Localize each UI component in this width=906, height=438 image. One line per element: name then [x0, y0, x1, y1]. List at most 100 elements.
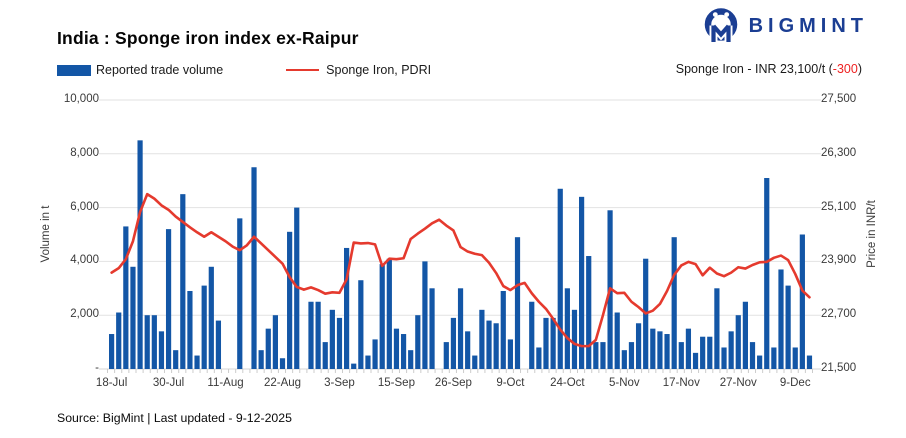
volume-bar [486, 320, 492, 369]
volume-bar [287, 231, 293, 369]
volume-bar [543, 317, 549, 369]
price-callout: Sponge Iron - INR 23,100/t (-300) [676, 62, 862, 76]
volume-bar [806, 355, 813, 369]
volume-bar [571, 309, 578, 369]
legend-bar-label: Reported trade volume [96, 63, 224, 77]
volume-bar [329, 309, 335, 369]
volume-bar [564, 288, 570, 369]
volume-bar [258, 350, 264, 369]
price-callout-text: Sponge Iron - INR 23,100/t ( [675, 62, 833, 76]
volume-bar [208, 266, 214, 369]
volume-bar [457, 288, 464, 369]
y-right-tick-label: 25,100 [821, 200, 857, 213]
volume-bar [593, 342, 599, 369]
volume-bar [785, 285, 791, 369]
volume-bar [742, 301, 748, 369]
volume-bar [728, 331, 734, 369]
price-callout-close: ) [857, 62, 862, 76]
volume-bar [536, 347, 542, 369]
y-left-tick-label: 2,000 [70, 308, 99, 321]
x-tick-label: 9-Oct [496, 377, 525, 389]
volume-bar [422, 261, 428, 369]
legend: Reported trade volume Sponge Iron, PDRI [57, 63, 431, 77]
volume-bar [308, 301, 314, 369]
volume-bar [408, 350, 414, 369]
volume-bar [279, 358, 286, 369]
volume-bar [472, 355, 478, 369]
volume-bar [344, 247, 350, 369]
volume-bar [123, 226, 129, 369]
x-tick-label: 18-Jul [95, 377, 128, 389]
volume-bar [692, 352, 699, 369]
volume-bar [201, 285, 207, 369]
volume-bar [158, 331, 165, 369]
y-left-tick-label: 4,000 [70, 254, 99, 267]
source-note: Source: BigMint | Last updated - 9-12-20… [57, 411, 292, 425]
price-change-value: -300 [832, 62, 858, 76]
volume-bar [586, 256, 592, 369]
y-left-tick-label: 10,000 [63, 93, 99, 105]
volume-bar [678, 342, 684, 369]
volume-bar [493, 323, 499, 369]
volume-bar [507, 339, 513, 369]
volume-bar [778, 269, 784, 369]
volume-bar [151, 315, 157, 369]
volume-bar [550, 317, 556, 369]
volume-bar [386, 258, 392, 369]
volume-bar [707, 336, 713, 369]
x-tick-label: 3-Sep [324, 377, 355, 389]
volume-bar [600, 342, 606, 369]
volume-bar [465, 331, 471, 369]
volume-bar [621, 350, 627, 369]
volume-bar [165, 229, 172, 369]
volume-bar [372, 339, 378, 369]
volume-bar [251, 167, 257, 369]
volume-bar [351, 363, 357, 369]
volume-bar [500, 290, 506, 369]
volume-bar [479, 309, 485, 369]
volume-bar [336, 317, 343, 369]
volume-bar [173, 350, 179, 369]
volume-bar [365, 355, 371, 369]
volume-bar [443, 342, 449, 369]
x-tick-label: 26-Sep [434, 377, 472, 389]
volume-bar [265, 328, 271, 369]
chart-plot [99, 99, 821, 373]
volume-bar [714, 288, 720, 369]
y-right-tick-label: 27,500 [821, 93, 857, 105]
volume-bar [400, 334, 407, 369]
volume-bar [700, 336, 706, 369]
volume-bar [757, 355, 763, 369]
brand-wordmark: BIGMINT [748, 15, 868, 37]
brand-logo: BIGMINT [701, 8, 868, 45]
y-right-tick-label: 26,300 [821, 146, 857, 159]
volume-bar [237, 218, 243, 369]
volume-bar [272, 315, 278, 369]
volume-bar [194, 355, 200, 369]
x-tick-label: 27-Nov [719, 377, 757, 389]
volume-bar [657, 331, 663, 369]
volume-bar [109, 334, 115, 369]
legend-line-label: Sponge Iron, PDRI [326, 63, 432, 77]
price-line [110, 192, 811, 348]
volume-bar [685, 328, 692, 369]
x-tick-label: 9-Dec [779, 377, 811, 389]
volume-bar [393, 328, 400, 369]
volume-bar [650, 328, 656, 369]
y-left-tick-label: 8,000 [70, 146, 99, 159]
volume-bar [664, 334, 670, 369]
x-tick-label: 17-Nov [662, 377, 700, 389]
volume-bar [187, 290, 193, 369]
volume-bar [450, 317, 457, 369]
volume-bar [792, 347, 798, 369]
x-tick-label: 30-Jul [152, 377, 185, 389]
y-right-tick-label: 21,500 [821, 362, 857, 374]
y-axis-label-right: Price in INR/t [866, 200, 878, 268]
volume-bar [415, 315, 421, 369]
y-right-tick-label: 23,900 [821, 254, 857, 267]
chart-title: India : Sponge iron index ex-Raipur [57, 28, 359, 48]
volume-bar [628, 342, 635, 369]
legend-item-price: Sponge Iron, PDRI [286, 63, 431, 77]
